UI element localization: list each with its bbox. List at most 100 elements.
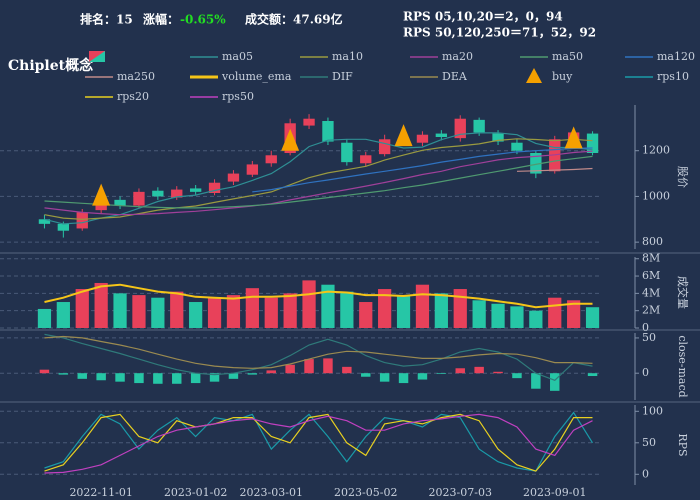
legend-marker [526,68,542,83]
candle-body [360,155,372,164]
volume-bar [56,302,70,328]
candle-body [511,142,523,151]
macd-bar [531,373,541,389]
macd-bar [361,373,371,377]
volume-bar [132,295,146,328]
volume-bar [170,291,184,328]
y-tick-label: 100 [642,404,663,417]
candle-body [57,223,70,231]
volume-bar [472,300,486,328]
change: -0.65% [180,13,226,27]
macd-bar [266,370,276,374]
macd-bar [342,366,352,374]
candle-body [208,182,221,193]
volume-bar [567,300,581,328]
series-line [44,413,593,474]
legend-label: rps50 [222,90,254,103]
x-tick-label: 2022-11-01 [69,486,132,499]
candle-body [38,219,51,224]
macd-bar [134,373,144,384]
series-line [44,155,593,209]
macd-bar [323,358,333,374]
legend-label: ma120 [657,50,695,63]
buy-marker [564,126,583,149]
volume-bar [321,284,335,328]
x-tick-label: 2023-09-01 [523,486,586,499]
candle-body [473,119,485,133]
candle-body [227,173,240,182]
macd-bar [550,373,560,391]
y-axis-label: RPS [676,433,689,456]
candle-body [152,190,164,197]
volume-bar [548,297,562,328]
volume-bar [94,282,108,328]
volume-bar [529,310,543,328]
x-tick-label: 2023-07-03 [429,486,492,499]
series-line [44,411,594,472]
legend-label: rps10 [657,70,689,83]
series-line [516,167,593,172]
series-line [44,283,593,309]
macd-bar [153,373,163,384]
candle-body [189,188,202,192]
y-tick-label: 50 [642,331,656,344]
macd-bar [77,373,87,379]
volume-bar [245,288,259,328]
macd-bar [39,369,50,374]
volume-bar [37,308,52,328]
buy-marker [281,128,300,151]
candle-body [586,133,599,153]
candle-body [76,212,88,229]
volume-bar [510,306,524,328]
y-tick-label: 0 [642,366,649,379]
candle-body [303,118,315,126]
volume-bar [434,293,448,328]
volume-bar [207,297,222,328]
y-tick-label: 0 [642,467,649,480]
legend-label: ma50 [552,50,583,63]
legend-label: ma05 [222,50,253,63]
legend-label: ma20 [442,50,473,63]
y-tick-label: 8M [642,252,660,265]
y-tick-label: 6M [642,269,660,282]
volume-bar [415,284,430,328]
volume-bar [585,307,600,328]
volume-bar [359,302,373,328]
y-axis-label: 成交量 [676,276,690,309]
candle-body [114,199,126,206]
candle-body [341,142,353,163]
candle-body [378,139,391,155]
macd-bar [115,373,125,382]
volume-bar [378,289,392,328]
y-tick-label: 2M [642,304,660,317]
legend-label: buy [552,70,573,83]
volume-bar [302,280,316,328]
volume-bar [396,295,411,328]
y-tick-label: 4M [642,286,660,299]
volume-bar [491,303,505,328]
macd-bar [455,368,465,374]
series-line [44,132,593,225]
legend-label: ma250 [117,70,155,83]
series-line [44,413,593,472]
y-tick-label: 1000 [642,189,670,202]
macd-bar [512,373,522,379]
volume-bar [264,297,278,328]
volume-bar [75,289,89,328]
candle-body [265,155,277,164]
series-line [44,150,593,216]
y-tick-label: 1200 [642,144,670,157]
x-tick-label: 2023-01-02 [164,486,227,499]
volume-bar [189,302,203,328]
macd-bar [474,366,484,374]
buy-marker [394,124,413,147]
legend-label: ma10 [332,50,363,63]
y-tick-label: 50 [642,436,656,449]
candle-body [322,121,334,142]
volume-bar [340,291,354,328]
y-tick-label: 800 [642,235,663,248]
change-label: 涨幅： [143,12,179,27]
macd-bar [398,373,409,384]
y-tick-label: 0 [642,321,649,334]
